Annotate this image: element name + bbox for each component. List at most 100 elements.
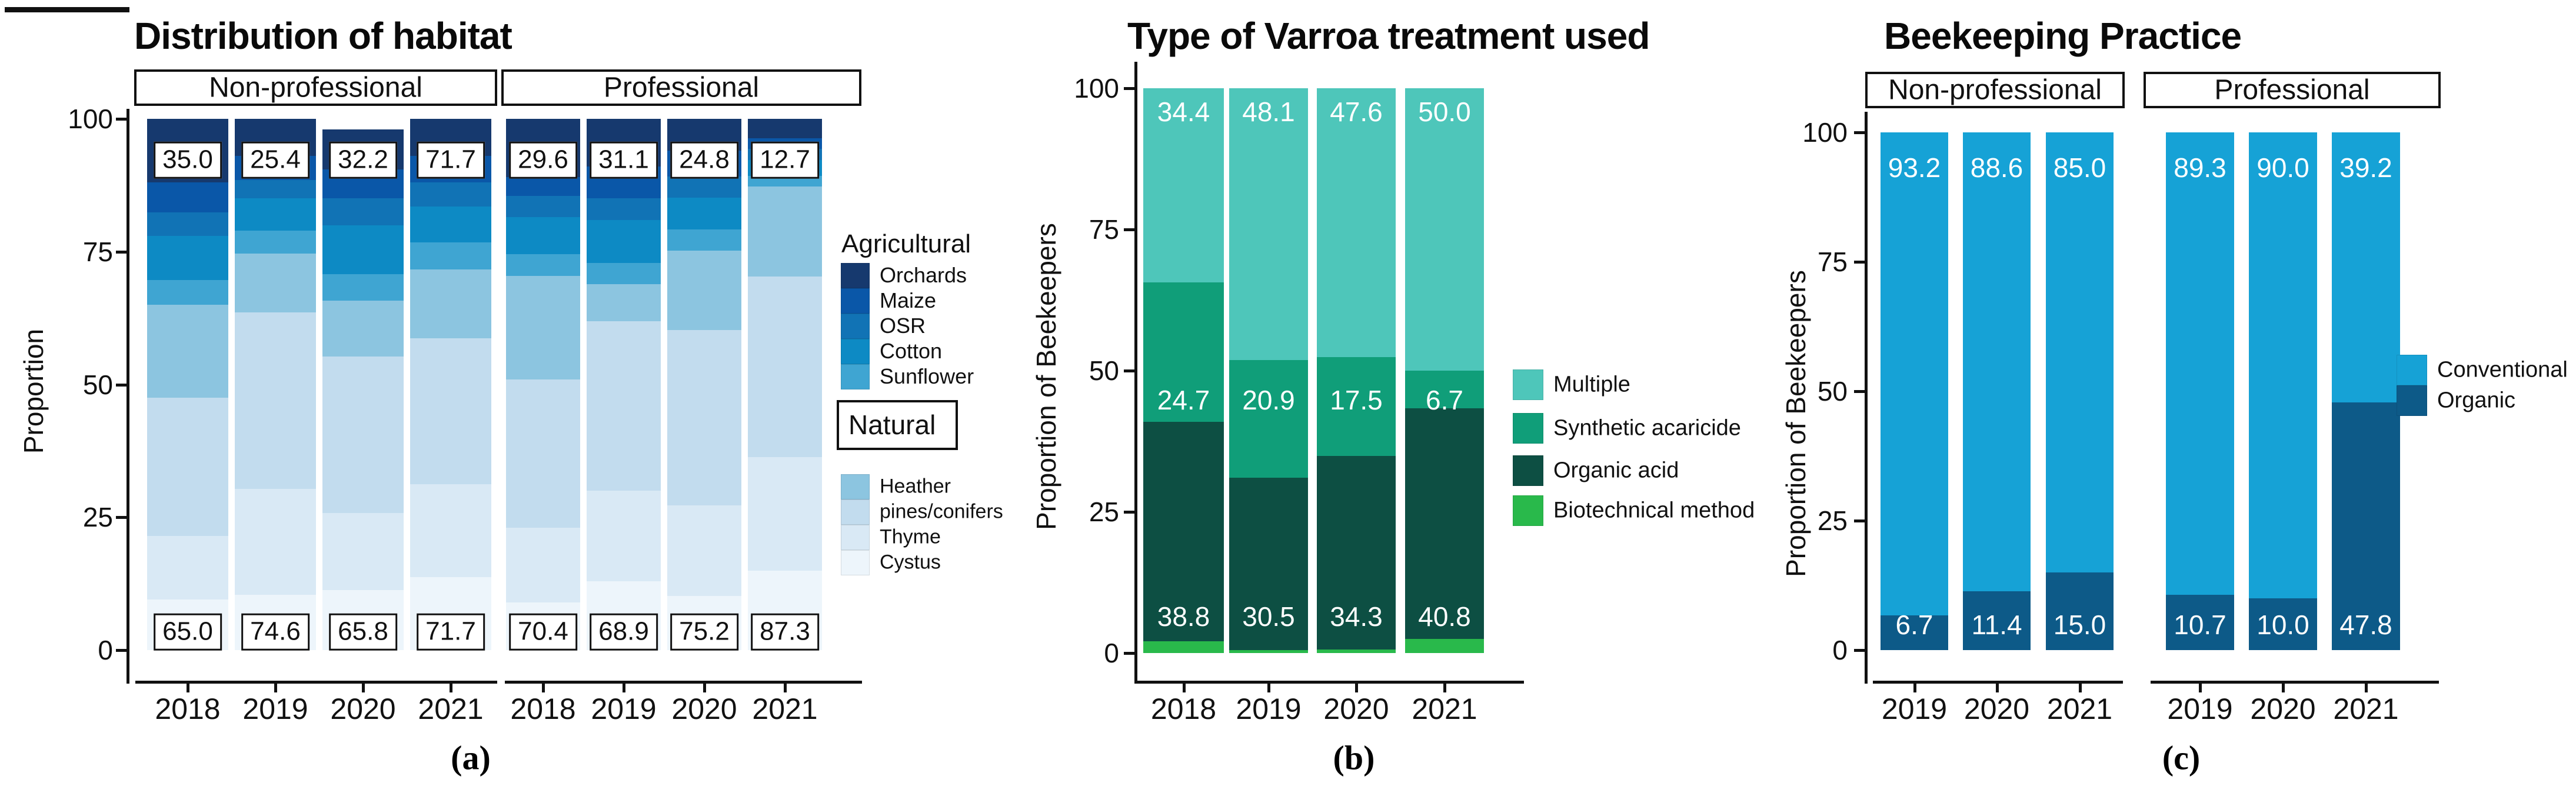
panel-b-multiple-label-2021: 50.0 — [1418, 96, 1471, 127]
panel-a-legend-swatch-Cotton — [841, 339, 870, 364]
panel-b-organic-acid-label-2021: 40.8 — [1418, 601, 1471, 632]
panel-a-legend-label-Cotton: Cotton — [880, 339, 943, 363]
panel-a-agricultural-total-box-Non-professional-2020: 32.2 — [329, 141, 397, 179]
panel-b-organic-acid-label-2019: 30.5 — [1242, 601, 1295, 632]
panel-varroa_treatment-bar-all-2021-segment-Multiple — [1405, 88, 1484, 371]
panel-b-legend-swatch-Biotechnical-method — [1513, 495, 1543, 526]
panel-a-legend-swatch-Thyme — [841, 525, 870, 550]
panel-habitat-bar-Professional-2021-segment-pines/conifers — [748, 277, 822, 458]
panel-habitat-bar-Professional-2019-segment-Thyme — [587, 491, 661, 581]
panel-habitat-facet-strip-label-1: Professional — [603, 72, 760, 104]
panel-b-multiple-label-2019: 48.1 — [1242, 96, 1295, 127]
panel-habitat-bar-Non-professional-2018-segment-Heather — [147, 305, 228, 398]
panel-habitat-y-tick-0 — [116, 649, 127, 652]
panel-b-synthetic-acaricide-label-2019: 20.9 — [1242, 385, 1295, 415]
panel-habitat-x-tick-label-Non-professional-2021: 2021 — [418, 692, 484, 725]
panel-a-legend-label-pines-conifers: pines/conifers — [880, 500, 1003, 523]
panel-c-conventional-label-Professional-2021: 39.2 — [2339, 152, 2392, 183]
panel-habitat-bar-Non-professional-2019-segment-Sunflower — [235, 230, 316, 254]
panel-varroa_treatment-bar-all-2020-segment-Multiple — [1317, 88, 1396, 357]
panel-habitat-y-tick-100 — [116, 118, 127, 121]
panel-habitat-y-tick-25 — [116, 516, 127, 519]
panel-beekeeping_practice-bar-Professional-2021-segment-Organic — [2332, 402, 2400, 650]
panel-a-legend-swatch-pines-conifers — [841, 499, 870, 525]
panel-habitat-bar-Non-professional-2018-segment-Maize — [147, 182, 228, 212]
panel-beekeeping_practice-y-tick-label-0: 0 — [1832, 635, 1848, 665]
panel-habitat-bar-Professional-2020-segment-Heather — [667, 250, 741, 331]
panel-b-legend-swatch-Synthetic-acaricide — [1513, 413, 1543, 444]
panel-c-letter: (c) — [2162, 738, 2201, 777]
panel-b-legend-label-Organic-acid: Organic acid — [1553, 458, 1679, 483]
panel-c-organic-label-Non-professional-2019: 6.7 — [1895, 610, 1933, 640]
panel-b-title: Type of Varroa treatment used — [1127, 15, 1650, 57]
panel-varroa_treatment-bar-all-2019-segment-Biotechnical method — [1229, 650, 1308, 653]
panel-beekeeping_practice-y-tick-label-75: 75 — [1817, 247, 1848, 277]
panel-habitat-y-tick-label-25: 25 — [82, 502, 113, 533]
panel-habitat-bar-Professional-2021-segment-Heather — [748, 186, 822, 277]
panel-varroa_treatment-x-tick-all-2019 — [1267, 684, 1270, 692]
panel-beekeeping_practice-bar-Non-professional-2019-segment-Organic — [1881, 615, 1948, 650]
panel-habitat-facet-strip-0 — [134, 69, 497, 106]
panel-a-legend-label-Orchards: Orchards — [880, 263, 967, 287]
panel-beekeeping_practice-x-tick-Non-professional-2019 — [1913, 684, 1916, 692]
panel-b-synthetic-acaricide-label-2020: 17.5 — [1330, 385, 1383, 415]
panel-c-conventional-label-Professional-2019: 89.3 — [2174, 152, 2226, 183]
panel-varroa_treatment-x-tick-all-2021 — [1443, 684, 1446, 692]
panel-habitat-x-tick-Professional-2019 — [623, 684, 625, 692]
panel-habitat-bar-Professional-2018-segment-Maize — [506, 177, 580, 196]
panel-habitat-bar-Non-professional-2020-segment-Cotton — [322, 225, 404, 274]
panel-c-legend-label-Conventional: Conventional — [2437, 357, 2568, 382]
panel-a-natural-total-box-Professional-2018: 70.4 — [509, 613, 577, 651]
panel-habitat-bar-Non-professional-2018-segment-Cotton — [147, 235, 228, 280]
panel-habitat-bar-Non-professional-2020-segment-OSR — [322, 198, 404, 225]
panel-beekeeping_practice-x-tick-Non-professional-2020 — [1995, 684, 1999, 692]
panel-beekeeping_practice-x-tick-label-Professional-2019: 2019 — [2167, 692, 2233, 725]
panel-habitat-y-tick-label-75: 75 — [82, 236, 113, 267]
panel-habitat-x-tick-Professional-2020 — [703, 684, 706, 692]
panel-habitat-bar-Non-professional-2021-segment-Sunflower — [410, 242, 491, 269]
panel-c-organic-label-Non-professional-2020: 11.4 — [1971, 610, 2022, 640]
panel-beekeeping_practice-bar-Non-professional-2019-segment-Conventional — [1881, 132, 1948, 616]
panel-b-organic-acid-label-2020: 34.3 — [1330, 601, 1383, 632]
panel-a-legend-swatch-OSR — [841, 314, 870, 339]
panel-habitat-bar-Non-professional-2020-segment-Thyme — [322, 513, 404, 590]
panel-habitat-bar-Professional-2019-segment-OSR — [587, 198, 661, 221]
panel-a-agricultural-total-box-Non-professional-2021: 71.7 — [417, 141, 485, 179]
panel-beekeeping_practice-bar-Professional-2021-segment-Conventional — [2332, 132, 2400, 403]
panel-habitat-bar-Non-professional-2021-segment-pines/conifers — [410, 338, 491, 485]
panel-habitat-bar-Non-professional-2020-segment-Sunflower — [322, 274, 404, 301]
panel-a-agricultural-total-box-Non-professional-2019: 25.4 — [241, 141, 309, 179]
panel-beekeeping_practice-x-tick-label-Professional-2021: 2021 — [2333, 692, 2399, 725]
panel-a-legend-heading-agricultural: Agricultural — [841, 229, 971, 258]
panel-b-organic-acid-label-2018: 38.8 — [1157, 601, 1210, 632]
panel-beekeeping_practice-y-tick-50 — [1854, 390, 1865, 393]
panel-b-letter: (b) — [1333, 738, 1375, 777]
panel-c-conventional-label-Non-professional-2021: 85.0 — [2053, 152, 2106, 183]
panel-a-legend-label-OSR: OSR — [880, 314, 926, 338]
panel-b-legend-swatch-Multiple — [1513, 369, 1543, 400]
panel-habitat-bar-Professional-2021-segment-Thyme — [748, 457, 822, 571]
panel-beekeeping_practice-facet-strip-1 — [2144, 72, 2441, 108]
panel-c-organic-label-Professional-2019: 10.7 — [2174, 610, 2226, 640]
panel-varroa_treatment-x-axis-line-0 — [1136, 681, 1524, 684]
panel-a-natural-total-box-Non-professional-2018: 65.0 — [154, 613, 222, 651]
panel-beekeeping_practice-bar-Non-professional-2020-segment-Conventional — [1963, 132, 2031, 591]
panel-a-legend-swatch-Orchards — [841, 263, 870, 288]
panel-c-conventional-label-Non-professional-2019: 93.2 — [1888, 152, 1941, 183]
panel-c-conventional-label-Non-professional-2020: 88.6 — [1970, 152, 2023, 183]
panel-varroa_treatment-x-tick-label-all-2021: 2021 — [1412, 692, 1477, 725]
panel-beekeeping_practice-y-tick-0 — [1854, 649, 1865, 652]
panel-beekeeping_practice-x-tick-label-Non-professional-2020: 2020 — [1963, 692, 2030, 725]
panel-a-legend-swatch-Heather — [841, 474, 870, 499]
panel-varroa_treatment-bar-all-2018-segment-Multiple — [1143, 88, 1224, 283]
panel-varroa_treatment-bar-all-2020-segment-Synthetic acaricide — [1317, 357, 1396, 456]
panel-a-agricultural-total-box-Professional-2020: 24.8 — [670, 141, 738, 179]
panel-a-legend-label-Cystus: Cystus — [880, 551, 941, 574]
panel-habitat-bar-Non-professional-2021-segment-Heather — [410, 269, 491, 338]
panel-b-legend-label-Multiple: Multiple — [1553, 372, 1630, 397]
panel-varroa_treatment-y-tick-25 — [1124, 511, 1134, 514]
panel-b-legend-label-Biotechnical-method: Biotechnical method — [1553, 498, 1755, 523]
panel-varroa_treatment-y-tick-0 — [1124, 652, 1134, 655]
panel-habitat-y-tick-75 — [116, 250, 127, 254]
